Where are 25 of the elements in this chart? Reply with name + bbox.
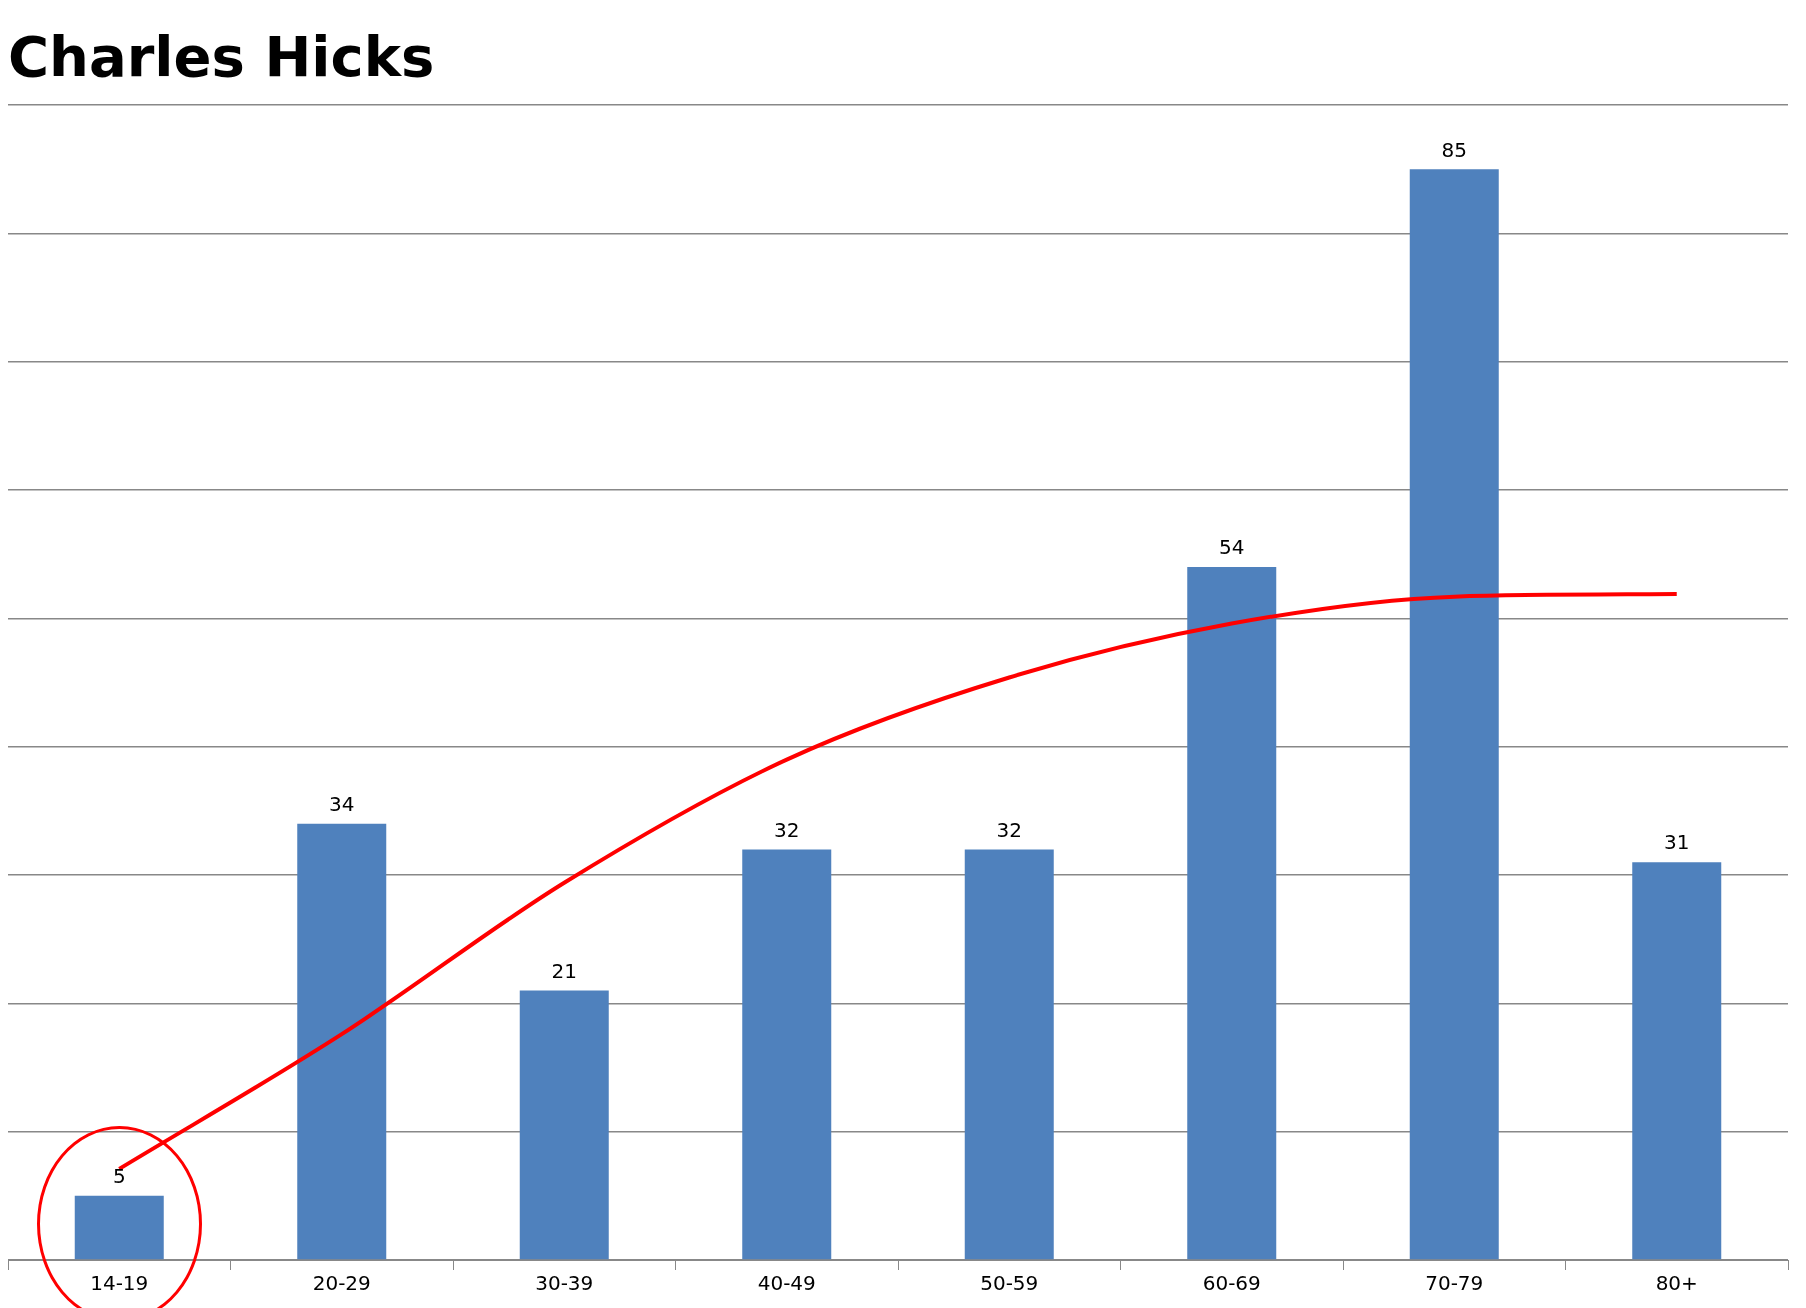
x-tick-label: 80+ (1655, 1271, 1698, 1296)
bar (297, 823, 387, 1260)
bar (519, 990, 609, 1260)
data-label: 5 (112, 1164, 126, 1189)
data-label: 54 (1219, 535, 1245, 560)
x-tick-label: 70-79 (1425, 1271, 1484, 1296)
data-label: 21 (551, 958, 577, 983)
data-label: 32 (774, 817, 800, 842)
bar (1632, 862, 1722, 1260)
data-label: 34 (329, 791, 355, 816)
x-tick-label: 14-19 (90, 1271, 149, 1296)
x-tick-label: 20-29 (312, 1271, 371, 1296)
data-label: 32 (996, 817, 1022, 842)
bar (74, 1195, 164, 1260)
data-label: 85 (1441, 137, 1467, 162)
x-tick-label: 50-59 (980, 1271, 1039, 1296)
bar (1409, 169, 1499, 1260)
chart-title: Charles Hicks (8, 24, 435, 90)
x-tick-label: 30-39 (535, 1271, 594, 1296)
bar (964, 849, 1054, 1260)
x-tick-label: 60-69 (1202, 1271, 1261, 1296)
data-label: 31 (1664, 830, 1690, 855)
bar (742, 849, 832, 1260)
x-tick-label: 40-49 (757, 1271, 816, 1296)
bar (1187, 567, 1277, 1260)
